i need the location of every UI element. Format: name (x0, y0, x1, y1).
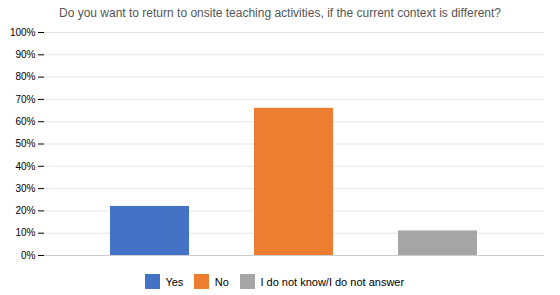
html-text:Yes: Yes (165, 275, 184, 288)
svg-text:30%: 30% (15, 183, 35, 194)
html-text:I do not know/I do not answer: I do not know/I do not answer (260, 275, 405, 288)
svg-text:90%: 90% (15, 49, 35, 60)
svg-text:70%: 70% (15, 94, 35, 105)
svg-text:40%: 40% (15, 161, 35, 172)
svg-text:60%: 60% (15, 116, 35, 127)
svg-text:80%: 80% (15, 71, 35, 82)
svg-text:10%: 10% (15, 227, 35, 238)
svg-text:0%: 0% (21, 250, 36, 261)
svg-text:50%: 50% (15, 138, 35, 149)
html-text:Do you want to return to onsit: Do you want to return to onsite teaching… (59, 6, 501, 20)
svg-text:100%: 100% (10, 27, 36, 38)
svg-text:20%: 20% (15, 205, 35, 216)
html-text:No: No (214, 275, 229, 288)
